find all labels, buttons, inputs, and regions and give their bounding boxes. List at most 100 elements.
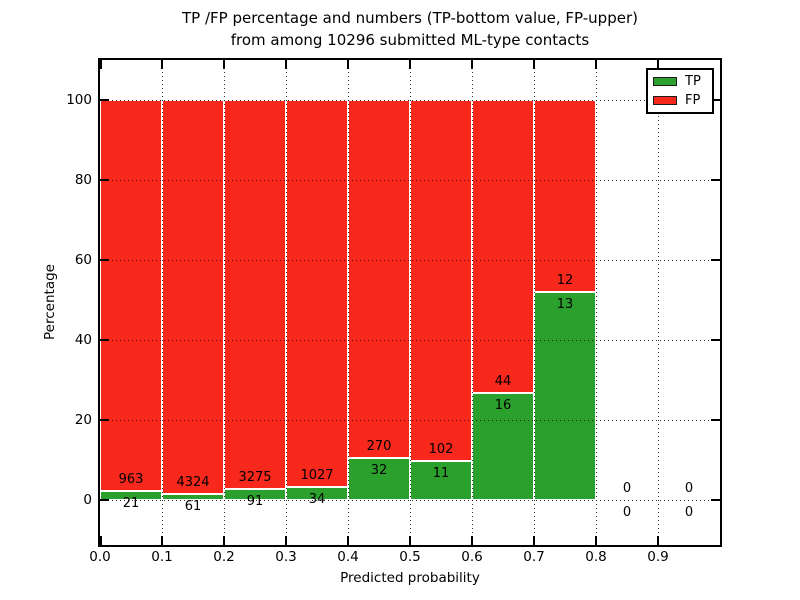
x-axis-tick bbox=[533, 536, 535, 545]
y-axis-tick bbox=[100, 259, 109, 261]
bar-count-label-tp: 16 bbox=[494, 398, 512, 414]
gridline-vertical bbox=[286, 60, 287, 545]
chart-title-line1: TP /FP percentage and numbers (TP-bottom… bbox=[182, 9, 638, 27]
x-axis-tick-top bbox=[657, 60, 659, 69]
bar-segment-fp bbox=[286, 100, 348, 488]
gridline-vertical bbox=[534, 60, 535, 545]
bar-count-label-fp: 0 bbox=[622, 481, 632, 496]
bars-layer bbox=[100, 60, 720, 545]
y-axis-tick bbox=[100, 419, 109, 421]
bar-count-label-tp: 13 bbox=[556, 297, 574, 312]
x-axis-tick-top bbox=[595, 60, 597, 69]
bar-labels-layer: 963 21 4324 61 3275 91 1027 34 270 32 102 11 44 16 12 1… bbox=[100, 60, 720, 545]
legend-swatch-fp bbox=[653, 95, 677, 105]
x-tick-label: 0.2 bbox=[213, 549, 235, 565]
y-axis-tick bbox=[100, 179, 109, 181]
bar-count-label-fp: 963 bbox=[118, 472, 144, 488]
gridline-horizontal bbox=[100, 260, 720, 261]
gridline-horizontal bbox=[100, 420, 720, 421]
bar-segment-fp bbox=[100, 100, 162, 492]
y-axis-tick bbox=[100, 499, 109, 501]
bar-count-label-fp: 0 bbox=[684, 481, 694, 496]
gridline-vertical bbox=[348, 60, 349, 545]
bar-count-label-tp: 32 bbox=[370, 462, 388, 478]
bar-segment-fp bbox=[224, 100, 286, 490]
x-axis-tick-top bbox=[285, 60, 287, 69]
bar-segment-tp bbox=[472, 393, 534, 500]
x-axis-label: Predicted probability bbox=[340, 570, 480, 586]
x-axis-tick bbox=[161, 536, 163, 545]
x-tick-label: 0.4 bbox=[337, 549, 359, 565]
gridline-horizontal bbox=[100, 500, 720, 501]
x-axis-tick bbox=[409, 536, 411, 545]
x-tick-label: 0.9 bbox=[647, 549, 669, 565]
bar-segment-tp bbox=[348, 457, 410, 500]
bar-count-label-tp: 0 bbox=[622, 505, 632, 520]
y-axis-tick-right bbox=[711, 259, 720, 261]
y-axis-tick bbox=[100, 99, 109, 101]
y-axis-tick-right bbox=[711, 179, 720, 181]
bar-count-label-tp: 91 bbox=[246, 494, 264, 510]
grid-layer bbox=[100, 60, 720, 545]
legend-label-fp: FP bbox=[685, 92, 701, 108]
x-axis-tick bbox=[285, 536, 287, 545]
gridline-vertical bbox=[596, 60, 597, 545]
plot-area: 963 21 4324 61 3275 91 1027 34 270 32 102 11 44 16 12 1… bbox=[98, 58, 722, 547]
gridline-vertical bbox=[162, 60, 163, 545]
bar-count-label-fp: 270 bbox=[366, 438, 392, 454]
bar-count-label-tp: 21 bbox=[122, 496, 140, 512]
gridline-vertical bbox=[410, 60, 411, 545]
bar-count-label-tp: 34 bbox=[308, 492, 326, 508]
bar-count-label-fp: 3275 bbox=[238, 470, 272, 486]
bar-count-label-fp: 44 bbox=[494, 374, 512, 390]
y-axis-tick-right bbox=[711, 419, 720, 421]
x-axis-tick-top bbox=[347, 60, 349, 69]
y-axis-tick bbox=[100, 339, 109, 341]
x-axis-tick bbox=[347, 536, 349, 545]
x-axis-tick bbox=[657, 536, 659, 545]
y-tick-label: 20 bbox=[74, 412, 92, 428]
gridline-horizontal bbox=[100, 180, 720, 181]
x-axis-tick-top bbox=[533, 60, 535, 69]
legend-row-fp: FP bbox=[653, 94, 707, 107]
y-tick-label: 100 bbox=[66, 92, 92, 108]
y-tick-label: 40 bbox=[74, 332, 92, 348]
bar-count-label-fp: 12 bbox=[556, 273, 574, 288]
x-axis-tick bbox=[223, 536, 225, 545]
bar-count-label-tp: 0 bbox=[684, 505, 694, 520]
legend-swatch-tp bbox=[653, 77, 677, 87]
x-axis-tick bbox=[100, 536, 102, 545]
x-axis-tick-top bbox=[471, 60, 473, 69]
gridline-vertical bbox=[658, 60, 659, 545]
gridline-horizontal bbox=[100, 340, 720, 341]
x-tick-label: 0.8 bbox=[585, 549, 607, 565]
x-axis-tick bbox=[471, 536, 473, 545]
x-tick-label: 0.1 bbox=[151, 549, 173, 565]
bar-segment-tp bbox=[410, 461, 472, 500]
y-axis-tick-right bbox=[711, 499, 720, 501]
chart-title-line2: from among 10296 submitted ML-type conta… bbox=[230, 31, 590, 49]
x-axis-tick-top bbox=[409, 60, 411, 69]
gridline-horizontal bbox=[100, 100, 720, 101]
y-axis-label: Percentage bbox=[42, 264, 58, 340]
y-tick-label: 60 bbox=[74, 252, 92, 268]
gridline-vertical bbox=[224, 60, 225, 545]
bar-count-label-fp: 1027 bbox=[300, 468, 334, 484]
legend-row-tp: TP bbox=[653, 75, 707, 88]
bar-count-label-fp: 4324 bbox=[176, 475, 210, 491]
x-tick-label: 0.7 bbox=[523, 549, 545, 565]
x-tick-label: 0.0 bbox=[89, 549, 111, 565]
x-tick-label: 0.3 bbox=[275, 549, 297, 565]
x-tick-label: 0.6 bbox=[461, 549, 483, 565]
y-axis-tick-right bbox=[711, 339, 720, 341]
bar-count-label-fp: 102 bbox=[428, 442, 454, 458]
bar-segment-tp bbox=[100, 491, 162, 500]
x-axis-tick bbox=[595, 536, 597, 545]
y-tick-label: 0 bbox=[83, 492, 92, 508]
x-axis-tick-top bbox=[161, 60, 163, 69]
x-axis-tick-top bbox=[100, 60, 102, 69]
bar-count-label-tp: 61 bbox=[184, 499, 202, 515]
bar-segment-fp bbox=[410, 100, 472, 462]
legend-label-tp: TP bbox=[685, 74, 701, 90]
